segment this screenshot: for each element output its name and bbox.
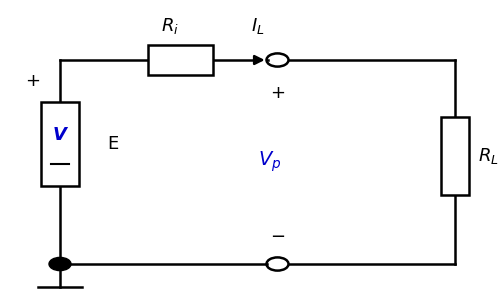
Text: +: +	[270, 84, 285, 102]
Bar	[41, 102, 78, 186]
Bar	[442, 117, 469, 195]
Bar	[148, 45, 212, 75]
Text: $I_L$: $I_L$	[250, 16, 264, 35]
Text: V: V	[53, 126, 67, 144]
Text: $V_p$: $V_p$	[258, 150, 281, 174]
Text: +: +	[25, 72, 40, 90]
Text: $R_L$: $R_L$	[478, 146, 498, 166]
Text: −: −	[270, 228, 285, 246]
Text: $R_i$: $R_i$	[161, 16, 179, 35]
Circle shape	[49, 257, 71, 271]
Text: E: E	[108, 135, 119, 153]
